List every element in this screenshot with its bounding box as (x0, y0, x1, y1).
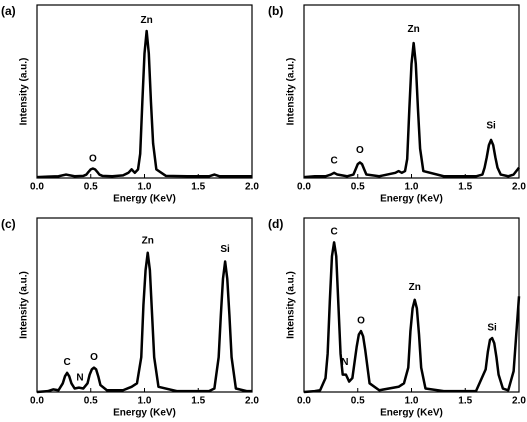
x-tick-label: 1.0 (138, 182, 152, 193)
y-axis-label: Intensity (a.u.) (286, 271, 297, 339)
x-tick-label: 1.5 (191, 396, 205, 407)
x-tick-label: 1.0 (138, 396, 152, 407)
x-tick-label: 1.0 (405, 396, 419, 407)
y-axis-label: Intensity (a.u.) (19, 271, 30, 339)
peak-label: C (330, 227, 337, 238)
x-tick-label: 1.5 (458, 182, 472, 193)
panel-label: (d) (268, 217, 283, 231)
panel: (c) 0.0 0.5 1.0 1.5 2.0 Energy (KeV) Intensity … (1, 217, 259, 418)
x-tick-label: 0.5 (351, 396, 365, 407)
y-axis-label: Intensity (a.u.) (19, 58, 30, 126)
peak-label: C (63, 357, 70, 368)
peak-label: O (356, 145, 364, 156)
x-tick-label: 0.0 (30, 396, 44, 407)
x-tick-label: 1.0 (405, 182, 419, 193)
x-tick-label: 1.5 (191, 182, 205, 193)
panel-label: (b) (268, 4, 283, 18)
peak-label: O (90, 352, 98, 363)
x-axis-label: Energy (KeV) (113, 408, 176, 419)
panel: (b) 0.0 0.5 1.0 1.5 2.0 Energy (KeV) Intensity … (268, 4, 526, 204)
x-tick-label: 2.0 (245, 396, 259, 407)
x-axis-label: Energy (KeV) (113, 194, 176, 205)
spectrum-line (36, 29, 252, 179)
x-tick-label: 0.5 (84, 182, 98, 193)
x-axis-label: Energy (KeV) (380, 194, 443, 205)
peak-label: Si (487, 322, 497, 333)
spectrum-line (36, 251, 252, 394)
peak-label: Si (220, 244, 230, 255)
spectrum-line (303, 241, 521, 394)
peak-label: N (341, 357, 348, 368)
peak-label: Zn (408, 24, 420, 35)
x-tick-label: 2.0 (512, 182, 526, 193)
y-axis-label: Intensity (a.u.) (286, 58, 297, 126)
panel: (a) 0.0 0.5 1.0 1.5 2.0 Energy (KeV) Intensity … (1, 4, 259, 204)
peak-label: Zn (409, 282, 421, 293)
spectrum-line (303, 41, 520, 179)
peak-label: Zn (141, 15, 153, 26)
peak-label: O (89, 154, 97, 165)
peak-label: Si (486, 121, 496, 132)
x-axis-label: Energy (KeV) (380, 408, 443, 419)
peak-label: N (76, 373, 83, 384)
peak-label: Zn (142, 235, 154, 246)
x-tick-label: 0.0 (297, 182, 311, 193)
panel: (d) 0.0 0.5 1.0 1.5 2.0 Energy (KeV) Intensity … (268, 217, 526, 418)
panel-label: (a) (1, 4, 16, 18)
x-tick-label: 0.0 (30, 182, 44, 193)
peak-label: O (357, 315, 365, 326)
plot-frame (36, 4, 253, 179)
x-tick-label: 2.0 (512, 396, 526, 407)
peak-label: C (330, 155, 337, 166)
x-tick-label: 2.0 (245, 182, 259, 193)
x-tick-label: 1.5 (458, 396, 472, 407)
x-tick-label: 0.0 (297, 396, 311, 407)
panel-label: (c) (1, 217, 16, 231)
x-tick-label: 0.5 (351, 182, 365, 193)
x-tick-label: 0.5 (84, 396, 98, 407)
